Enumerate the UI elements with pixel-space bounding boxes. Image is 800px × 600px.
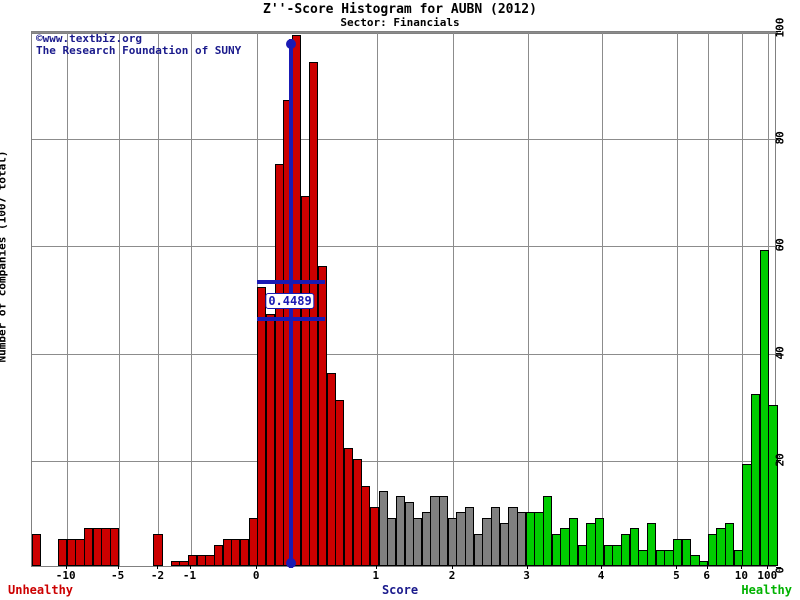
histogram-bar xyxy=(725,523,735,566)
y-axis-tick-mark xyxy=(776,31,781,32)
x-axis-tick-label: 0 xyxy=(252,569,260,582)
x-axis-tick-mark xyxy=(66,565,67,569)
x-axis-tick-label: 100 xyxy=(757,569,778,582)
gridline-vertical xyxy=(708,32,709,566)
histogram-bar xyxy=(768,405,778,566)
y-axis-tick-label: 100 xyxy=(773,17,787,38)
score-marker-bracket xyxy=(257,280,326,284)
x-axis-tick-mark xyxy=(601,565,602,569)
x-axis-tick-mark xyxy=(376,565,377,569)
y-axis-label: Number of companies (1007 total) xyxy=(0,150,9,363)
x-axis-tick-label: 3 xyxy=(523,569,530,582)
histogram-bar xyxy=(629,528,639,566)
score-marker-bracket xyxy=(257,317,326,321)
x-axis-tick-mark xyxy=(707,565,708,569)
gridline-horizontal xyxy=(32,353,775,355)
x-axis-tick-label: -5 xyxy=(111,569,125,582)
gridline-vertical xyxy=(158,32,159,566)
x-axis-tick-mark xyxy=(190,565,191,569)
x-axis-tick-label: 6 xyxy=(703,569,710,582)
histogram-bar xyxy=(569,517,579,566)
gridline-horizontal xyxy=(32,32,775,33)
histogram-bars xyxy=(32,32,778,566)
x-axis-tick-label: -2 xyxy=(150,569,165,582)
x-axis-tick-mark xyxy=(676,565,677,569)
gridline-vertical xyxy=(677,32,678,566)
x-axis-tick-label: 2 xyxy=(448,569,456,582)
legend-unhealthy-label: Unhealthy xyxy=(8,583,74,597)
watermark-line-2: The Research Foundation of SUNY xyxy=(36,44,242,57)
gridline-horizontal xyxy=(32,460,775,462)
x-axis-tick-mark xyxy=(767,565,768,569)
plot-area xyxy=(31,31,778,568)
gridline-vertical xyxy=(528,32,529,566)
y-axis-tick-mark xyxy=(776,352,781,354)
x-axis-tick-label: -10 xyxy=(55,569,76,582)
legend-healthy-label: Healthy xyxy=(741,583,792,597)
x-axis-tick-label: 10 xyxy=(734,569,748,582)
gridline-vertical xyxy=(742,32,743,566)
x-axis-tick-mark xyxy=(452,565,453,569)
x-axis-tick-label: 4 xyxy=(597,569,605,582)
histogram-bar xyxy=(647,523,657,566)
gridline-vertical xyxy=(67,32,68,566)
score-marker-dot-bottom xyxy=(286,558,297,568)
score-marker-dot-top xyxy=(286,39,297,49)
x-axis-tick-mark xyxy=(527,565,528,569)
chart-subtitle: Sector: Financials xyxy=(340,16,460,29)
gridline-horizontal xyxy=(32,139,775,141)
y-axis-tick-mark xyxy=(776,245,781,247)
x-axis-label: Score xyxy=(381,583,419,598)
chart-title: Z''-Score Histogram for AUBN (2012) xyxy=(263,2,537,17)
histogram-bar xyxy=(543,496,553,566)
gridline-vertical xyxy=(191,32,192,566)
y-axis-tick-mark xyxy=(776,138,781,140)
histogram-bar xyxy=(109,528,120,566)
histogram-bar xyxy=(595,517,605,566)
watermark-line-1: ©www.textbiz.org xyxy=(36,32,142,45)
histogram-bar xyxy=(32,533,42,566)
x-axis-tick-mark xyxy=(157,565,158,569)
gridline-vertical xyxy=(119,32,120,566)
gridline-vertical xyxy=(453,32,454,566)
score-marker-label: 0.4489 xyxy=(265,293,315,309)
y-axis-tick-mark xyxy=(776,567,781,568)
gridline-horizontal xyxy=(32,246,775,248)
x-axis-tick-mark xyxy=(256,565,257,569)
gridline-vertical xyxy=(377,32,378,566)
x-axis-tick-mark xyxy=(118,565,119,569)
x-axis-tick-label: 5 xyxy=(673,569,680,582)
x-axis-tick-label: 1 xyxy=(372,569,380,582)
histogram-bar xyxy=(681,539,691,566)
x-axis-tick-label: -1 xyxy=(182,569,197,582)
x-axis-tick-mark xyxy=(741,565,742,569)
gridline-vertical xyxy=(602,32,603,566)
histogram-bar xyxy=(153,533,163,566)
y-axis-tick-mark xyxy=(776,459,781,461)
